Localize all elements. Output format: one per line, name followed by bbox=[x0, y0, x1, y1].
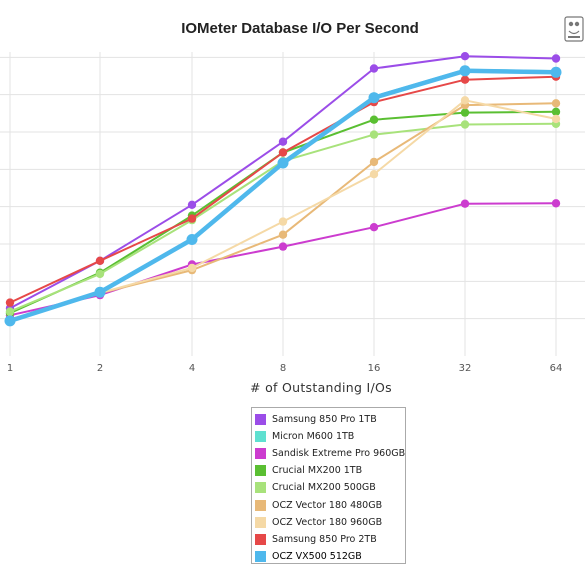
data-point[interactable] bbox=[551, 107, 561, 117]
legend-label: OCZ Vector 180 960GB bbox=[272, 516, 383, 528]
legend-swatch bbox=[255, 499, 266, 511]
legend-swatch bbox=[255, 465, 266, 477]
x-tick-label: 1 bbox=[7, 363, 13, 374]
data-point[interactable] bbox=[5, 307, 15, 316]
data-point[interactable] bbox=[551, 54, 561, 63]
legend-item[interactable]: Sandisk Extreme Pro 960GB bbox=[255, 445, 405, 462]
data-point[interactable] bbox=[551, 99, 561, 108]
legend-label: Micron M600 1TB bbox=[272, 431, 355, 443]
data-point[interactable] bbox=[278, 230, 288, 239]
data-point[interactable] bbox=[369, 157, 379, 167]
legend-item[interactable]: Crucial MX200 500GB bbox=[255, 479, 405, 496]
legend-swatch bbox=[255, 550, 266, 562]
data-point[interactable] bbox=[4, 315, 16, 327]
site-logo-icon bbox=[563, 14, 585, 44]
x-tick-label: 8 bbox=[280, 363, 286, 374]
legend-swatch bbox=[255, 448, 266, 460]
legend-swatch bbox=[255, 431, 266, 443]
legend-item[interactable]: Micron M600 1TB bbox=[255, 428, 405, 445]
x-tick-label: 32 bbox=[459, 363, 472, 374]
x-tick-label: 64 bbox=[550, 363, 563, 374]
legend-label: Crucial MX200 1TB bbox=[272, 465, 363, 477]
legend-swatch bbox=[255, 482, 266, 494]
chart-title: IOMeter Database I/O Per Second bbox=[181, 20, 419, 37]
data-point[interactable] bbox=[5, 298, 15, 307]
x-tick-label: 16 bbox=[368, 363, 381, 374]
data-point[interactable] bbox=[460, 120, 470, 129]
legend-swatch bbox=[255, 414, 266, 426]
data-point[interactable] bbox=[187, 214, 197, 223]
data-point[interactable] bbox=[369, 115, 379, 124]
legend-item[interactable]: Samsung 850 Pro 1TB bbox=[255, 411, 405, 428]
data-point[interactable] bbox=[278, 242, 288, 251]
data-point[interactable] bbox=[460, 96, 470, 105]
data-point[interactable] bbox=[95, 256, 105, 265]
data-point[interactable] bbox=[369, 130, 379, 139]
data-point[interactable] bbox=[186, 234, 198, 245]
data-point[interactable] bbox=[94, 286, 106, 298]
series-ocz-vx500-512gb bbox=[4, 65, 562, 327]
data-point[interactable] bbox=[277, 157, 289, 169]
legend-label: Sandisk Extreme Pro 960GB bbox=[272, 448, 406, 460]
legend-swatch bbox=[255, 516, 266, 528]
data-point[interactable] bbox=[551, 114, 561, 124]
legend-item[interactable]: OCZ Vector 180 960GB bbox=[255, 514, 405, 531]
data-point[interactable] bbox=[551, 199, 561, 208]
data-point[interactable] bbox=[278, 137, 288, 146]
x-tick-label: 2 bbox=[97, 363, 103, 374]
legend-label: Crucial MX200 500GB bbox=[272, 482, 376, 494]
legend-label: OCZ Vector 180 480GB bbox=[272, 499, 383, 511]
legend-label: Samsung 850 Pro 1TB bbox=[272, 414, 377, 426]
data-point[interactable] bbox=[460, 75, 470, 84]
data-point[interactable] bbox=[278, 217, 288, 226]
data-point[interactable] bbox=[460, 108, 470, 117]
data-point[interactable] bbox=[369, 64, 379, 73]
legend-item[interactable]: OCZ VX500 512GB bbox=[255, 548, 405, 565]
legend-swatch bbox=[255, 533, 266, 545]
chart-legend: Samsung 850 Pro 1TB Micron M600 1TB Sandis… bbox=[251, 407, 406, 564]
legend-item[interactable]: Crucial MX200 1TB bbox=[255, 462, 405, 479]
data-point[interactable] bbox=[460, 52, 470, 61]
data-point[interactable] bbox=[187, 200, 197, 209]
data-point[interactable] bbox=[459, 65, 471, 77]
data-point[interactable] bbox=[369, 223, 379, 232]
legend-item[interactable]: OCZ Vector 180 480GB bbox=[255, 496, 405, 513]
data-point[interactable] bbox=[187, 263, 197, 273]
data-point[interactable] bbox=[95, 269, 105, 279]
legend-label: OCZ VX500 512GB bbox=[272, 550, 362, 562]
series-group bbox=[4, 52, 562, 327]
x-tick-labels: 1 2 4 8 16 32 64 bbox=[7, 363, 563, 374]
data-point[interactable] bbox=[550, 66, 562, 78]
data-point[interactable] bbox=[369, 170, 379, 179]
data-point[interactable] bbox=[278, 148, 288, 157]
data-point[interactable] bbox=[368, 92, 380, 104]
x-tick-label: 4 bbox=[189, 363, 195, 374]
data-point[interactable] bbox=[460, 199, 470, 208]
legend-label: Samsung 850 Pro 2TB bbox=[272, 533, 377, 545]
x-axis-label: # of Outstanding I/Os bbox=[250, 380, 392, 395]
legend-item[interactable]: Samsung 850 Pro 2TB bbox=[255, 531, 405, 548]
